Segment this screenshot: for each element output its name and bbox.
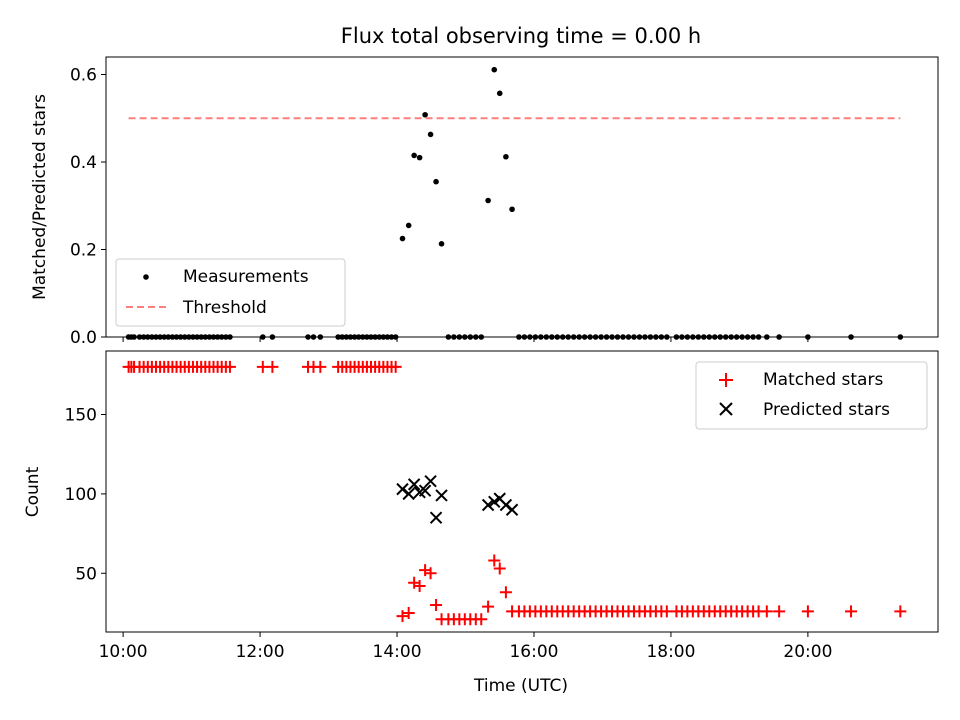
predicted-stars-point bbox=[407, 478, 421, 491]
lower-x-axis: 10:00 12:00 14:00 16:00 18:00 20:00 bbox=[99, 632, 832, 662]
measurements-point bbox=[491, 66, 498, 73]
matched-stars-point bbox=[475, 613, 488, 626]
matched-stars-point bbox=[424, 567, 437, 580]
matched-stars-point bbox=[482, 600, 495, 613]
measurements-point bbox=[422, 111, 428, 118]
predicted-stars-point bbox=[424, 474, 437, 488]
upper-panel: 0.0 0.2 0.4 0.6 Matched/Predicted stars Mea… bbox=[30, 56, 939, 348]
matched-stars-point bbox=[773, 605, 786, 618]
matched-stars-point bbox=[413, 579, 426, 592]
measurements-point bbox=[411, 152, 417, 159]
measurements-point bbox=[416, 154, 423, 161]
matched-stars-point bbox=[430, 599, 443, 612]
y-tick-label: 50 bbox=[75, 564, 97, 584]
measurements-point bbox=[405, 222, 412, 229]
lower-y-axis-label: Count bbox=[23, 466, 43, 517]
measurements-point bbox=[399, 235, 406, 242]
matched-stars-point bbox=[389, 360, 402, 373]
lower-plot-frame bbox=[105, 350, 939, 633]
upper-legend-box bbox=[115, 258, 346, 327]
measurements-point bbox=[496, 90, 503, 97]
y-tick-label: 150 bbox=[65, 406, 97, 426]
y-tick-label: 100 bbox=[65, 485, 97, 505]
x-axis-label: Time (UTC) bbox=[473, 676, 568, 696]
x-tick-label: 10:00 bbox=[99, 642, 148, 662]
matched-stars-point bbox=[488, 554, 501, 567]
matched-stars-point bbox=[760, 605, 773, 618]
measurements-point bbox=[433, 178, 439, 185]
matched-stars-point bbox=[894, 605, 907, 618]
y-tick-label: 0.6 bbox=[70, 66, 97, 86]
predicted-stars-point bbox=[418, 484, 432, 497]
lower-y-axis: 50 100 150 bbox=[65, 406, 106, 584]
chart-title: Flux total observing time = 0.00 h bbox=[341, 24, 701, 48]
measurements-point bbox=[438, 241, 445, 247]
matched-stars-point bbox=[801, 605, 814, 618]
legend-label-threshold: Threshold bbox=[182, 298, 267, 318]
matched-stars-point bbox=[223, 360, 236, 373]
matched-stars-point bbox=[493, 562, 506, 575]
matched-stars-point bbox=[266, 360, 279, 373]
measurements-point bbox=[503, 153, 509, 160]
matched-stars-point bbox=[402, 606, 415, 619]
x-tick-label: 12:00 bbox=[236, 642, 285, 662]
upper-y-axis-label: Matched/Predicted stars bbox=[30, 94, 50, 300]
x-tick-label: 20:00 bbox=[783, 642, 832, 662]
upper-x-ticks bbox=[122, 337, 809, 342]
matched-stars-point bbox=[845, 605, 858, 618]
upper-legend: Measurements Threshold bbox=[115, 258, 346, 327]
upper-y-axis: 0.0 0.2 0.4 0.6 bbox=[70, 66, 106, 348]
predicted-stars-point bbox=[435, 489, 448, 502]
measurements-point bbox=[485, 197, 491, 204]
matched-stars-point bbox=[499, 586, 512, 599]
upper-plot-frame bbox=[105, 56, 939, 338]
y-tick-label: 0.2 bbox=[70, 241, 97, 261]
predicted-stars-point bbox=[402, 487, 415, 501]
predicted-stars-point bbox=[429, 511, 443, 524]
lower-legend: Matched stars Predicted stars bbox=[695, 361, 928, 430]
x-tick-label: 14:00 bbox=[373, 642, 422, 662]
star-count-points bbox=[122, 360, 907, 626]
y-tick-label: 0.0 bbox=[70, 328, 97, 348]
legend-label-predicted-stars: Predicted stars bbox=[763, 400, 890, 420]
legend-marker-predicted-stars bbox=[719, 402, 733, 416]
measurements-point bbox=[427, 131, 434, 138]
matched-stars-point bbox=[396, 610, 409, 623]
matched-stars-point bbox=[314, 360, 327, 373]
measurements-point bbox=[509, 206, 515, 213]
lower-legend-box bbox=[695, 361, 928, 430]
legend-marker-matched-stars bbox=[719, 373, 733, 387]
x-tick-label: 18:00 bbox=[646, 642, 695, 662]
predicted-stars-point bbox=[481, 498, 495, 512]
legend-label-matched-stars: Matched stars bbox=[763, 370, 883, 390]
legend-label-measurements: Measurements bbox=[183, 267, 309, 287]
legend-marker-measurements bbox=[143, 274, 149, 280]
predicted-stars-point bbox=[505, 503, 519, 516]
x-tick-label: 16:00 bbox=[509, 642, 558, 662]
y-tick-label: 0.4 bbox=[70, 153, 97, 173]
